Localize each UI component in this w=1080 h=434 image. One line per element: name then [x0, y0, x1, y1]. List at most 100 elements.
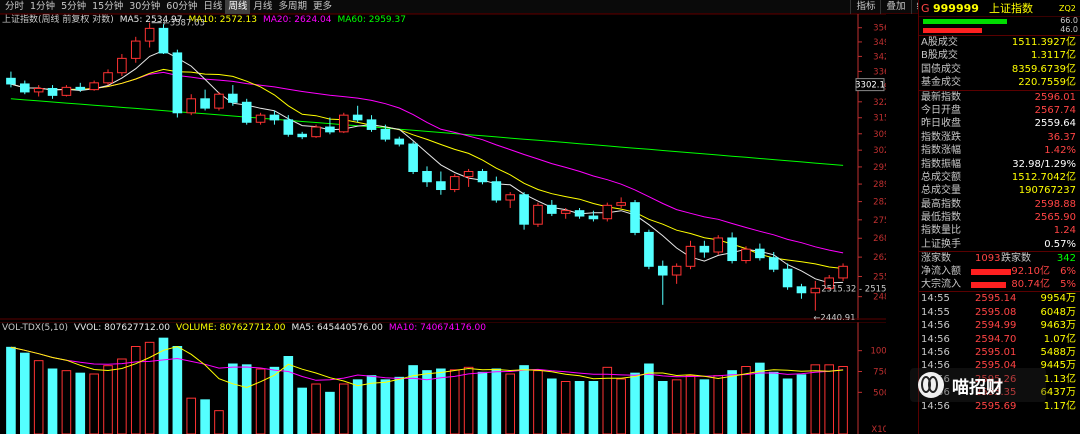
candle[interactable]: [685, 240, 696, 270]
candle[interactable]: [130, 36, 141, 63]
ma10-line: [10, 68, 844, 269]
candle[interactable]: [644, 229, 654, 270]
candle[interactable]: [699, 240, 710, 258]
period-tab-1[interactable]: 1分钟: [30, 1, 56, 12]
candle[interactable]: [616, 197, 626, 208]
candle[interactable]: [477, 168, 488, 185]
candle[interactable]: [713, 235, 724, 255]
candle[interactable]: [574, 207, 585, 219]
index-stat-label: 总成交额: [921, 171, 961, 183]
candle[interactable]: [755, 243, 765, 261]
candle[interactable]: [657, 260, 668, 305]
period-tab-9[interactable]: 多周期: [278, 1, 307, 12]
candle[interactable]: [491, 176, 502, 203]
price-tick-label: 3563: [873, 24, 886, 34]
candle[interactable]: [768, 251, 779, 273]
candle[interactable]: [394, 136, 405, 147]
candle[interactable]: [519, 192, 529, 230]
candle[interactable]: [33, 85, 44, 97]
turnover-row: 国债成交 8359.6739亿: [919, 63, 1080, 76]
candle[interactable]: [671, 263, 682, 284]
price-tick-label: 2958: [873, 163, 886, 173]
volume-bar: [588, 381, 599, 434]
candle[interactable]: [338, 112, 349, 134]
period-tab-4[interactable]: 30分钟: [129, 1, 161, 12]
candle[interactable]: [103, 69, 113, 86]
candle[interactable]: [547, 200, 557, 217]
candle[interactable]: [782, 263, 793, 290]
period-tab-6[interactable]: 日线: [203, 1, 223, 12]
candle-body: [491, 181, 502, 201]
candle[interactable]: [727, 232, 737, 264]
candle[interactable]: [533, 202, 543, 227]
period-tab-2[interactable]: 5分钟: [61, 1, 87, 12]
candle[interactable]: [408, 141, 418, 175]
candle[interactable]: [75, 82, 86, 92]
period-tab-3[interactable]: 15分钟: [92, 1, 124, 12]
candle-body: [297, 133, 307, 138]
candle[interactable]: [810, 280, 821, 311]
candle[interactable]: [144, 22, 155, 48]
candle[interactable]: [588, 210, 599, 222]
candle[interactable]: [297, 131, 307, 140]
volume-bar: [463, 366, 474, 434]
candle[interactable]: [741, 246, 751, 264]
candle[interactable]: [172, 49, 183, 118]
candle-body: [727, 237, 737, 262]
candle[interactable]: [61, 85, 72, 97]
candle[interactable]: [89, 80, 99, 91]
candle[interactable]: [6, 71, 16, 88]
candle[interactable]: [269, 110, 280, 125]
period-tab-10[interactable]: 更多: [312, 1, 332, 12]
strength-bar-row: 66.0: [919, 16, 1080, 26]
candle[interactable]: [117, 54, 127, 77]
index-stat-label: 指数涨跌: [921, 131, 961, 143]
candle[interactable]: [325, 117, 335, 135]
candle[interactable]: [505, 192, 516, 208]
candle[interactable]: [158, 24, 169, 55]
candle[interactable]: [352, 105, 363, 123]
candle[interactable]: [47, 85, 58, 99]
candle[interactable]: [241, 98, 252, 125]
candle[interactable]: [186, 94, 197, 116]
period-tab-0[interactable]: 分时: [5, 1, 25, 12]
candle[interactable]: [228, 85, 238, 106]
candle[interactable]: [824, 275, 834, 290]
candle[interactable]: [560, 207, 571, 219]
candle[interactable]: [630, 200, 640, 236]
wechat-icon: [918, 372, 944, 398]
candle[interactable]: [20, 80, 30, 95]
candle[interactable]: [311, 124, 321, 138]
candle-body: [89, 82, 99, 91]
period-tab-5[interactable]: 60分钟: [166, 1, 198, 12]
candle[interactable]: [463, 168, 474, 187]
price-tick-label: 3496: [873, 38, 886, 48]
candle[interactable]: [838, 263, 848, 281]
candle[interactable]: [255, 112, 266, 125]
candle[interactable]: [380, 124, 391, 142]
candle[interactable]: [214, 91, 224, 111]
candle[interactable]: [602, 202, 613, 222]
index-stat-value: 190767237: [1018, 185, 1076, 197]
candle[interactable]: [796, 283, 807, 299]
candle[interactable]: [422, 166, 432, 187]
turnover-value: 8359.6739亿: [1011, 63, 1076, 75]
toolbar-button-0[interactable]: 指标: [850, 0, 880, 14]
candle[interactable]: [366, 115, 377, 132]
candle-body: [144, 27, 155, 42]
candle[interactable]: [283, 115, 294, 137]
turnover-row: A股成交 1511.3927亿: [919, 36, 1080, 49]
candle[interactable]: [436, 171, 446, 195]
volume-chart[interactable]: 10000 7500 5000 X10万: [0, 322, 886, 434]
candle[interactable]: [449, 174, 460, 193]
low-annotation: ←2440.91: [813, 314, 855, 320]
period-tab-7[interactable]: 周线: [225, 0, 251, 14]
zq-label: ZQ2: [1059, 3, 1076, 13]
volume-bar: [75, 372, 86, 434]
candle[interactable]: [200, 89, 210, 111]
toolbar-button-1[interactable]: 叠加: [880, 0, 910, 14]
period-tab-8[interactable]: 月线: [253, 1, 273, 12]
volume-bar: [838, 366, 848, 434]
vol-title: VOL-TDX(5,10): [2, 323, 69, 333]
candlestick-chart[interactable]: 3563349634293361329432273159309230252958…: [0, 14, 886, 320]
